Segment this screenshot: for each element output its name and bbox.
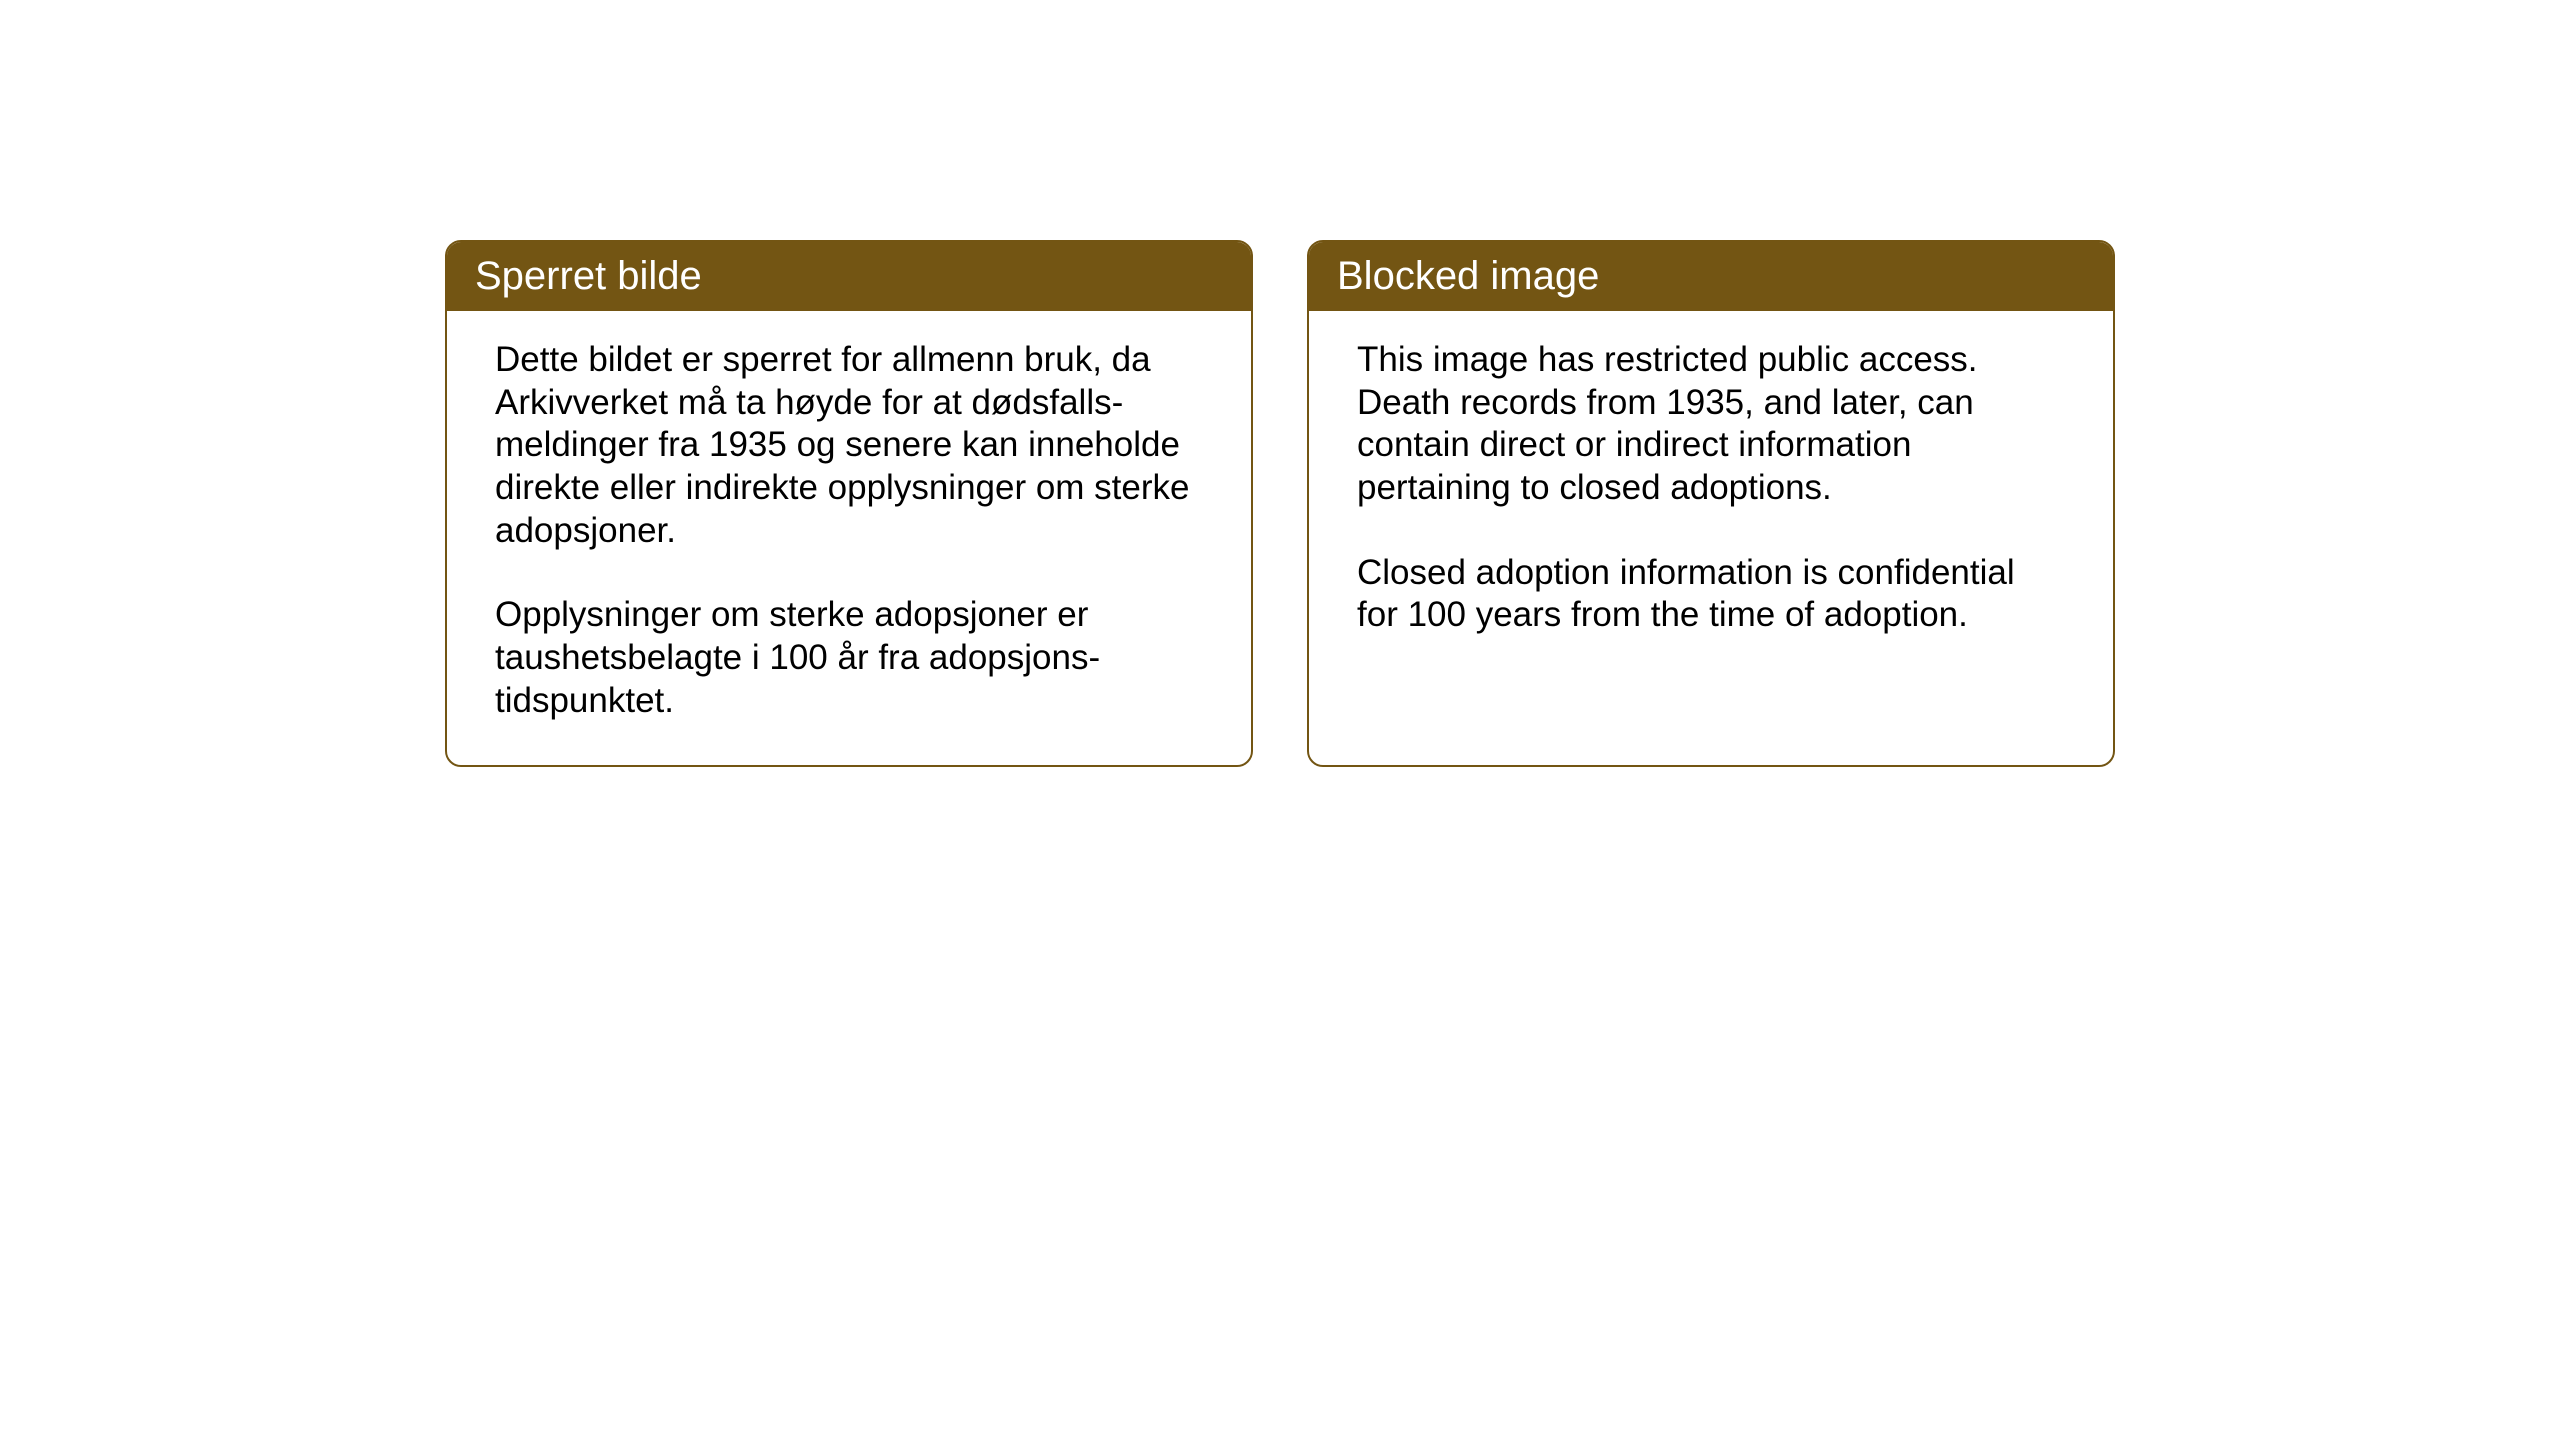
card-paragraph-2-english: Closed adoption information is confident… xyxy=(1357,552,2065,637)
card-title-english: Blocked image xyxy=(1337,254,1599,298)
card-body-english: This image has restricted public access.… xyxy=(1309,311,2113,679)
card-paragraph-1-english: This image has restricted public access.… xyxy=(1357,339,2065,510)
card-header-english: Blocked image xyxy=(1309,242,2113,311)
card-body-norwegian: Dette bildet er sperret for allmenn bruk… xyxy=(447,311,1251,765)
card-english: Blocked image This image has restricted … xyxy=(1307,240,2115,767)
card-header-norwegian: Sperret bilde xyxy=(447,242,1251,311)
card-norwegian: Sperret bilde Dette bildet er sperret fo… xyxy=(445,240,1253,767)
card-paragraph-2-norwegian: Opplysninger om sterke adopsjoner er tau… xyxy=(495,594,1203,722)
card-paragraph-1-norwegian: Dette bildet er sperret for allmenn bruk… xyxy=(495,339,1203,552)
card-title-norwegian: Sperret bilde xyxy=(475,254,702,298)
cards-container: Sperret bilde Dette bildet er sperret fo… xyxy=(445,240,2115,767)
